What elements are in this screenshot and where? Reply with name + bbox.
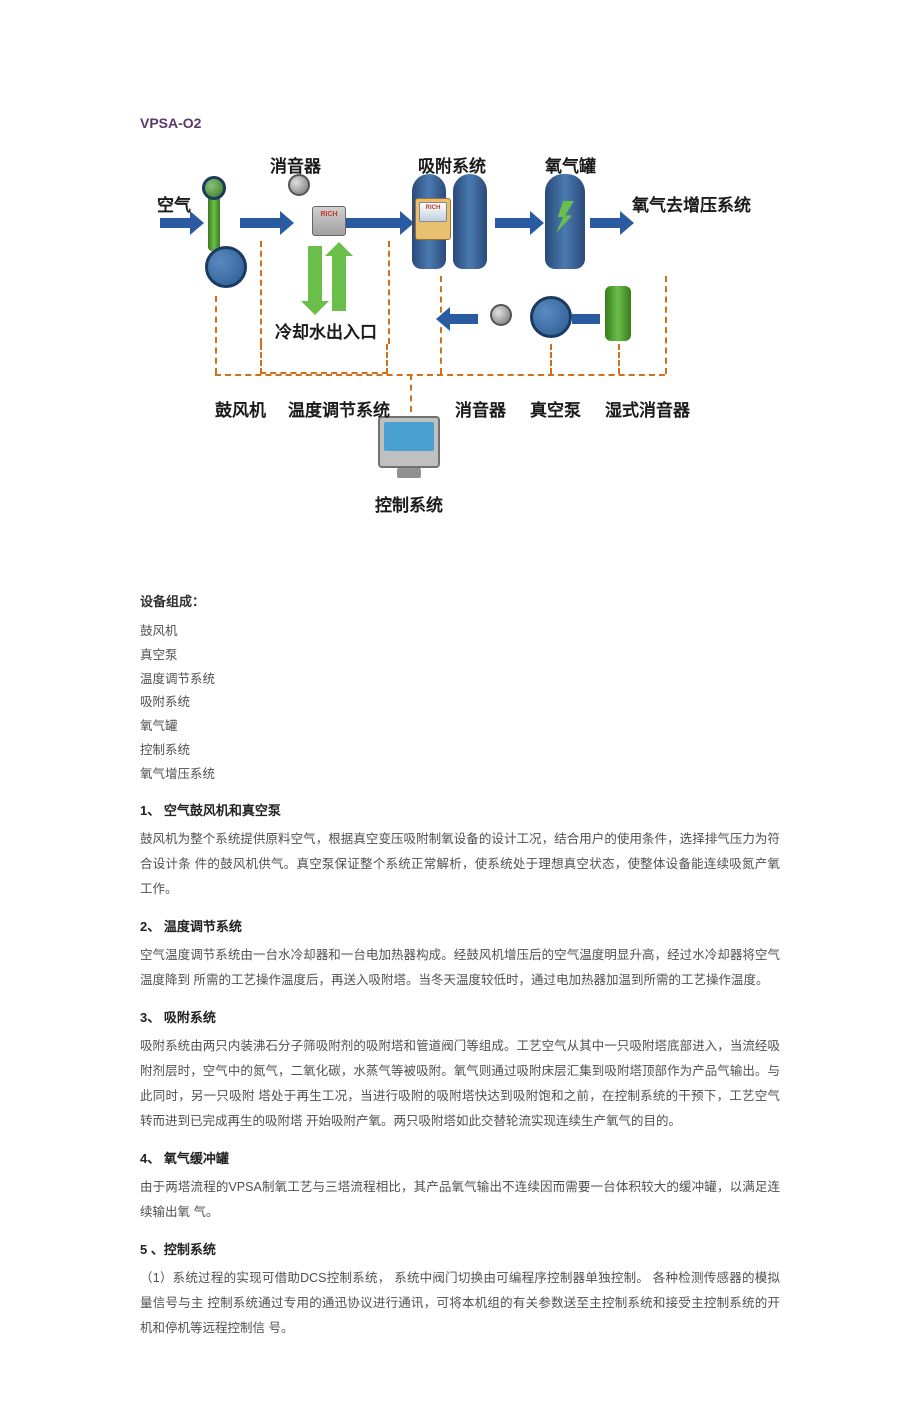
rich-label-2: RICH — [419, 202, 447, 222]
arrow-seg-3 — [345, 218, 400, 228]
section-body-4: 由于两塔流程的VPSA制氧工艺与三塔流程相比，其产品氧气输出不连续因而需要一台体… — [140, 1175, 780, 1225]
vacuum-pump-icon — [530, 296, 572, 338]
label-air: 空气 — [157, 191, 191, 216]
label-cooling: 冷却水出入口 — [275, 318, 377, 343]
components-list: 鼓风机 真空泵 温度调节系统 吸附系统 氧气罐 控制系统 氧气增压系统 — [140, 620, 780, 786]
blower-icon — [205, 246, 247, 288]
section-heading-2: 2、 温度调节系统 — [140, 916, 780, 935]
comp-item: 真空泵 — [140, 644, 780, 668]
process-diagram: 消音器 吸附系统 氧气罐 空气 氧气去增压系统 RICH RICH 冷却水出入口 — [160, 146, 760, 566]
temp-system-box — [260, 344, 388, 374]
comp-item: 氧气增压系统 — [140, 763, 780, 787]
monitor-stem — [410, 374, 412, 412]
label-muffler-bottom: 消音器 — [455, 396, 506, 421]
section-body-5: （1）系统过程的实现可借助DCS控制系统， 系统中阀门切换由可编程序控制器单独控… — [140, 1266, 780, 1341]
temp-right-line — [388, 241, 390, 344]
label-o2booster: 氧气去增压系统 — [632, 191, 751, 216]
temp-left-line — [260, 241, 262, 344]
wet-muffler-icon — [605, 286, 631, 341]
muffler-top-icon — [288, 174, 310, 196]
right-end-dashed — [665, 276, 667, 374]
wet-dashed — [618, 344, 620, 374]
label-o2tank: 氧气罐 — [545, 152, 596, 177]
comp-item: 鼓风机 — [140, 620, 780, 644]
control-dashed-line — [215, 374, 665, 376]
label-temp: 温度调节系统 — [288, 396, 390, 421]
inlet-valve — [202, 176, 226, 200]
cooling-arrow-down — [308, 246, 322, 301]
vacuum-to-wet — [572, 314, 600, 324]
label-blower: 鼓风机 — [215, 396, 266, 421]
section-body-1: 鼓风机为整个系统提供原料空气，根据真空变压吸附制氧设备的设计工况，结合用户的使用… — [140, 827, 780, 902]
comp-item: 氧气罐 — [140, 715, 780, 739]
comp-item: 吸附系统 — [140, 691, 780, 715]
temp-box: RICH — [312, 206, 346, 236]
arrow-seg-4 — [495, 218, 530, 228]
section-heading-5: 5 、控制系统 — [140, 1239, 780, 1258]
label-control: 控制系统 — [375, 491, 443, 516]
vacuum-pipe-h — [450, 314, 478, 324]
label-muffler-top: 消音器 — [270, 152, 321, 177]
vacuum-dashed — [550, 344, 552, 374]
label-wet-muffler: 湿式消音器 — [605, 396, 690, 421]
rich-label-1: RICH — [320, 211, 337, 218]
monitor-icon — [378, 416, 440, 468]
adsorber-2 — [453, 174, 487, 269]
arrow-seg-5 — [590, 218, 620, 228]
muffler-bottom-icon — [490, 304, 512, 326]
label-vacuum: 真空泵 — [530, 396, 581, 421]
section-heading-1: 1、 空气鼓风机和真空泵 — [140, 800, 780, 819]
cooling-arrow-up — [332, 256, 346, 311]
arrow-seg-2 — [240, 218, 280, 228]
blower-dashed — [215, 296, 217, 374]
arrow-air-in — [160, 218, 190, 228]
section-heading-3: 3、 吸附系统 — [140, 1007, 780, 1026]
section-body-3: 吸附系统由两只内装沸石分子筛吸附剂的吸附塔和管道阀门等组成。工艺空气从其中一只吸… — [140, 1034, 780, 1134]
components-header: 设备组成： — [140, 591, 780, 610]
comp-item: 控制系统 — [140, 739, 780, 763]
comp-item: 温度调节系统 — [140, 668, 780, 692]
valve-panel: RICH — [415, 198, 451, 240]
section-body-2: 空气温度调节系统由一台水冷却器和一台电加热器构成。经鼓风机增压后的空气温度明显升… — [140, 943, 780, 993]
page-title: VPSA-O2 — [140, 115, 780, 131]
section-heading-4: 4、 氧气缓冲罐 — [140, 1148, 780, 1167]
